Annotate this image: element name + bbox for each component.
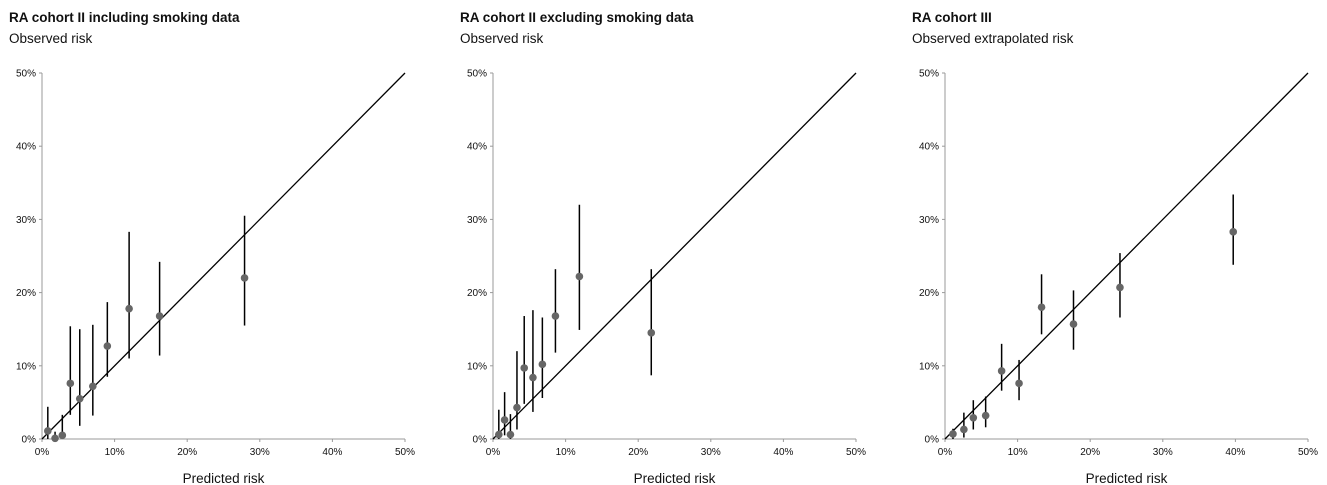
y-tick-label: 20% bbox=[16, 288, 36, 299]
data-point bbox=[981, 411, 990, 420]
y-tick-label: 20% bbox=[919, 288, 939, 299]
x-tick-label: 20% bbox=[1080, 447, 1100, 458]
data-point bbox=[155, 312, 164, 320]
data-point bbox=[44, 427, 52, 435]
data-point bbox=[75, 394, 84, 403]
data-point bbox=[240, 274, 249, 282]
y-tick-label: 50% bbox=[919, 69, 939, 80]
data-point bbox=[506, 430, 515, 439]
data-point bbox=[969, 413, 978, 422]
x-tick-label: 10% bbox=[1008, 447, 1028, 458]
x-tick-label: 40% bbox=[1225, 447, 1245, 458]
y-tick-label: 10% bbox=[467, 361, 487, 372]
data-point bbox=[538, 360, 547, 369]
data-point bbox=[575, 272, 584, 281]
data-point bbox=[58, 431, 67, 440]
y-axis-label: Observed extrapolated risk bbox=[912, 31, 1074, 46]
y-tick-label: 30% bbox=[16, 215, 36, 226]
x-axis-label: Predicted risk bbox=[1086, 471, 1168, 485]
x-tick-label: 10% bbox=[556, 447, 576, 458]
data-point bbox=[66, 379, 75, 388]
x-tick-label: 30% bbox=[250, 447, 270, 458]
chart-title: RA cohort III bbox=[912, 10, 992, 25]
x-tick-label: 50% bbox=[395, 447, 415, 458]
reference-line bbox=[944, 72, 1309, 440]
x-tick-label: 20% bbox=[628, 447, 648, 458]
data-point bbox=[1015, 379, 1023, 388]
chart-plot: 0% 10% 20% 30% 40% 50% 0% 10% 20% 30% 40% 50% Predic… bbox=[919, 69, 1318, 485]
x-tick-label: 40% bbox=[322, 447, 342, 458]
x-tick-label: 0% bbox=[35, 447, 50, 458]
y-tick-label: 40% bbox=[16, 142, 36, 153]
chart-title: RA cohort II excluding smoking data bbox=[460, 10, 694, 25]
x-tick-label: 0% bbox=[486, 447, 501, 458]
data-point bbox=[495, 430, 503, 439]
x-tick-label: 50% bbox=[1298, 447, 1318, 458]
x-tick-label: 40% bbox=[773, 447, 793, 458]
data-point bbox=[551, 312, 560, 320]
y-tick-label: 50% bbox=[467, 69, 487, 80]
x-tick-label: 30% bbox=[701, 447, 721, 458]
y-axis-label: Observed risk bbox=[9, 31, 93, 46]
data-point bbox=[960, 425, 968, 434]
y-tick-label: 0% bbox=[473, 435, 488, 446]
chart-title: RA cohort II including smoking data bbox=[9, 10, 240, 25]
reference-line bbox=[41, 72, 406, 440]
y-tick-label: 50% bbox=[16, 69, 36, 80]
chart-plot: 0% 10% 20% 30% 40% 50% 0% 10% 20% 30% 40% 50% Predic… bbox=[16, 69, 415, 485]
data-point bbox=[520, 364, 529, 372]
data-point bbox=[949, 430, 957, 438]
x-tick-label: 10% bbox=[105, 447, 125, 458]
x-tick-label: 20% bbox=[177, 447, 197, 458]
x-axis-label: Predicted risk bbox=[183, 471, 265, 485]
panel-ra-cohort-ii-excluding-smoking: RA cohort II excluding smoking data Obse… bbox=[460, 0, 902, 485]
data-point bbox=[997, 367, 1006, 375]
x-tick-label: 30% bbox=[1153, 447, 1173, 458]
y-axis-label: Observed risk bbox=[460, 31, 544, 46]
panel-ra-cohort-ii-including-smoking: RA cohort II including smoking data Obse… bbox=[9, 0, 451, 485]
chart-plot: 0% 10% 20% 30% 40% 50% 0% 10% 20% 30% 40% 50% Predic… bbox=[467, 69, 866, 485]
x-axis-label: Predicted risk bbox=[634, 471, 716, 485]
data-point bbox=[500, 416, 509, 424]
y-tick-label: 20% bbox=[467, 288, 487, 299]
y-tick-label: 30% bbox=[467, 215, 487, 226]
y-tick-label: 0% bbox=[925, 435, 940, 446]
data-point bbox=[1116, 283, 1124, 292]
y-tick-label: 30% bbox=[919, 215, 939, 226]
y-tick-label: 10% bbox=[16, 361, 36, 372]
y-tick-label: 40% bbox=[467, 142, 487, 153]
data-point bbox=[1229, 228, 1238, 236]
y-tick-label: 10% bbox=[919, 361, 939, 372]
x-tick-label: 50% bbox=[846, 447, 866, 458]
x-tick-label: 0% bbox=[938, 447, 953, 458]
data-point bbox=[1037, 303, 1046, 312]
reference-line bbox=[492, 72, 857, 440]
data-point bbox=[89, 382, 97, 391]
panel-ra-cohort-iii: RA cohort III Observed extrapolated risk… bbox=[912, 0, 1327, 485]
data-point bbox=[51, 434, 59, 443]
data-point bbox=[103, 342, 112, 350]
y-tick-label: 40% bbox=[919, 142, 939, 153]
data-point bbox=[647, 329, 656, 337]
data-point bbox=[529, 373, 537, 382]
y-tick-label: 0% bbox=[22, 435, 37, 446]
data-point bbox=[513, 403, 521, 412]
data-point bbox=[125, 304, 133, 313]
data-point bbox=[1069, 320, 1078, 328]
